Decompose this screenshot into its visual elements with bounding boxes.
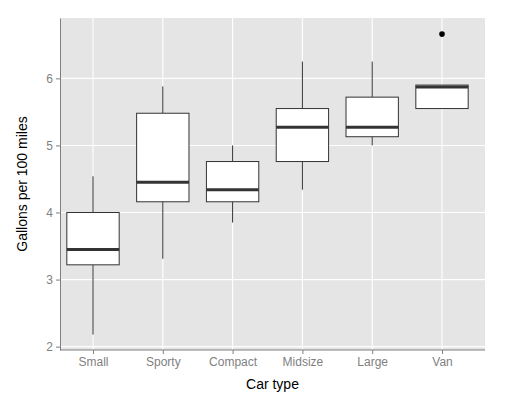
tick-label: Sporty	[146, 355, 181, 369]
tick-mark	[56, 280, 60, 281]
tick-label: 3	[46, 273, 53, 287]
whisker-low	[302, 162, 303, 190]
outlier	[439, 31, 445, 37]
tick: Small	[78, 350, 108, 369]
grid-line	[302, 18, 303, 350]
tick: 3	[46, 273, 60, 287]
tick-mark	[56, 213, 60, 214]
box-group	[137, 86, 189, 258]
tick-mark	[56, 145, 60, 146]
tick: Midsize	[283, 350, 324, 369]
box-group	[276, 62, 328, 190]
tick-label: Small	[78, 355, 108, 369]
box	[346, 97, 398, 137]
tick: Large	[357, 350, 388, 369]
tick-label: 6	[46, 72, 53, 86]
box-group	[346, 62, 398, 146]
grid-line	[92, 18, 93, 350]
whisker-high	[93, 176, 94, 212]
grid-line	[60, 279, 485, 280]
box-group	[206, 145, 258, 222]
tick-label: 5	[46, 139, 53, 153]
tick-label: 2	[46, 340, 53, 354]
median	[206, 188, 258, 191]
box	[206, 162, 258, 202]
tick: 5	[46, 139, 60, 153]
box	[137, 113, 189, 202]
tick-mark	[93, 350, 94, 354]
median	[416, 86, 468, 89]
median	[67, 248, 119, 251]
y-axis: 2 3 4 5 6	[46, 19, 60, 354]
grid	[60, 18, 485, 350]
box	[67, 213, 119, 265]
tick-mark	[163, 350, 164, 354]
plot-background	[60, 18, 485, 350]
box-group	[416, 31, 468, 108]
box-group	[67, 176, 119, 334]
axis-line	[60, 350, 485, 351]
median	[276, 126, 328, 129]
y-axis-title: Gallons per 100 miles	[14, 116, 30, 251]
tick: Sporty	[146, 350, 181, 369]
whisker-high	[372, 62, 373, 98]
tick-mark	[56, 78, 60, 79]
tick: 2	[46, 340, 60, 354]
grid-line	[60, 212, 485, 213]
x-axis: Small Sporty Compact Midsize Large Van	[60, 350, 485, 369]
whisker-high	[302, 62, 303, 109]
median	[346, 126, 398, 129]
tick-label: Midsize	[283, 355, 324, 369]
grid-line	[60, 145, 485, 146]
whisker-low	[162, 202, 163, 259]
whisker-low	[372, 137, 373, 146]
grid-line	[60, 346, 485, 347]
tick-mark	[442, 350, 443, 354]
grid-line	[372, 18, 373, 350]
x-axis-title: Car type	[246, 376, 299, 392]
tick-label: 4	[46, 206, 53, 220]
tick: 4	[46, 206, 60, 220]
tick-mark	[56, 347, 60, 348]
tick-label: Van	[432, 355, 452, 369]
tick-mark	[302, 350, 303, 354]
median	[137, 181, 189, 184]
whisker-low	[93, 265, 94, 335]
tick-mark	[372, 350, 373, 354]
grid-line	[60, 78, 485, 79]
tick: 6	[46, 72, 60, 86]
grid-line	[441, 18, 442, 350]
box	[276, 109, 328, 162]
axis-line	[60, 19, 61, 351]
whisker-high	[162, 86, 163, 113]
tick: Compact	[209, 350, 258, 369]
tick-mark	[233, 350, 234, 354]
tick-label: Compact	[209, 355, 258, 369]
chart: 2 3 4 5 6 Small Sporty Compact Midsize Large Van Ca…	[0, 0, 505, 405]
box	[416, 85, 468, 108]
tick: Van	[432, 350, 452, 369]
tick-label: Large	[357, 355, 388, 369]
whisker-high	[232, 145, 233, 161]
boxes	[67, 31, 468, 334]
whisker-low	[232, 202, 233, 223]
